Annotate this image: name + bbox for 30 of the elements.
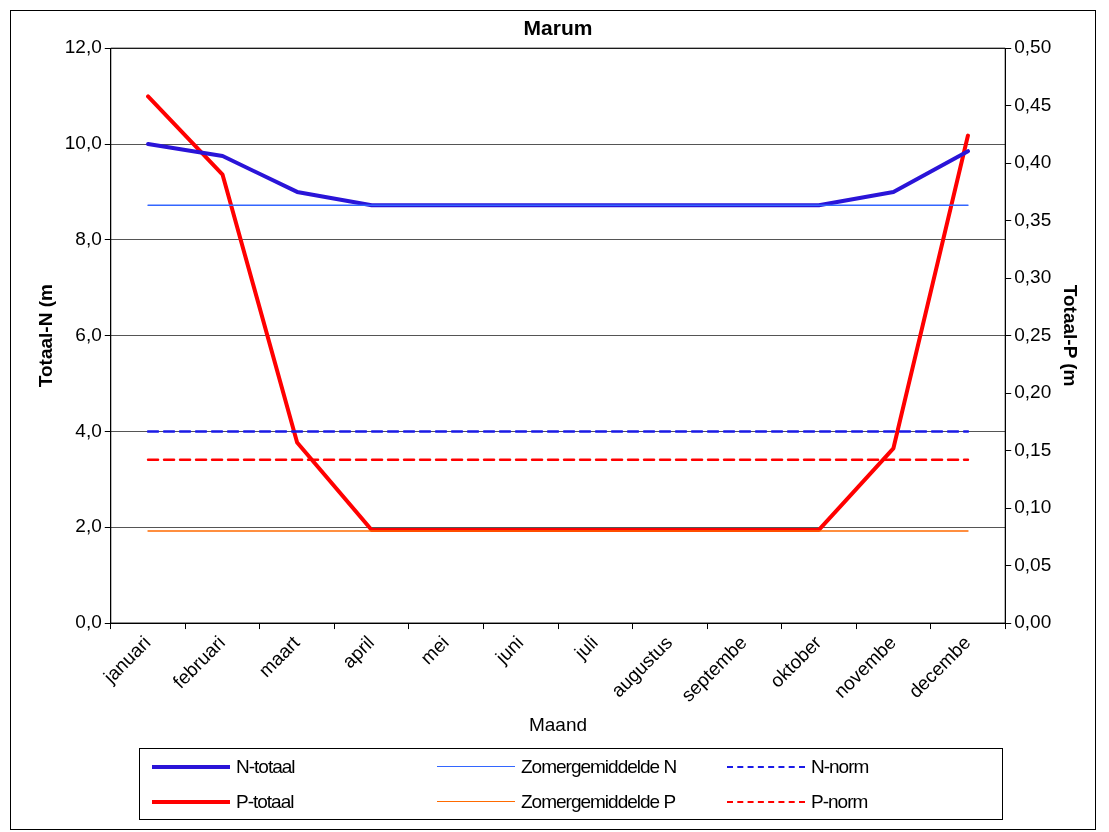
y-tick-label: 4,0	[75, 419, 102, 441]
y-tick-label: 0,0	[75, 611, 102, 633]
y-tick-label: 2,0	[75, 515, 102, 537]
y2-tick-label: 0,25	[1014, 323, 1052, 345]
y2-tick-label: 0,15	[1014, 438, 1052, 460]
legend-label: P-norm	[811, 790, 868, 813]
legend-label: Zomergemiddelde N	[521, 755, 677, 778]
legend-label: P-totaal	[236, 790, 294, 813]
y2-tick-label: 0,45	[1014, 93, 1052, 115]
y2-tick-label: 0,20	[1014, 381, 1052, 403]
y2-tick-label: 0,10	[1014, 496, 1052, 518]
y-tick-label: 12,0	[64, 36, 102, 58]
chart-title: Marum	[523, 16, 593, 40]
x-tick-label: mei	[416, 631, 453, 669]
legend-label: N-norm	[811, 755, 869, 778]
legend-label: Zomergemiddelde P	[521, 790, 676, 813]
y-tick-label: 6,0	[75, 323, 102, 345]
y-axis-title: Totaal-N (m	[34, 284, 56, 388]
x-axis-title: Maand	[528, 713, 588, 735]
y-tick-label: 8,0	[75, 228, 102, 250]
y2-tick-label: 0,50	[1014, 36, 1052, 58]
y2-axis-title: Totaal-P (m	[1060, 284, 1082, 387]
y-tick-label: 10,0	[64, 132, 102, 154]
y2-tick-label: 0,40	[1014, 151, 1052, 173]
y2-tick-label: 0,30	[1014, 266, 1052, 288]
x-tick-label: juli	[569, 631, 602, 664]
y2-tick-label: 0,05	[1014, 553, 1052, 575]
y2-tick-label: 0,35	[1014, 208, 1052, 230]
y2-tick-label: 0,00	[1014, 611, 1052, 633]
legend-label: N-totaal	[236, 755, 295, 778]
